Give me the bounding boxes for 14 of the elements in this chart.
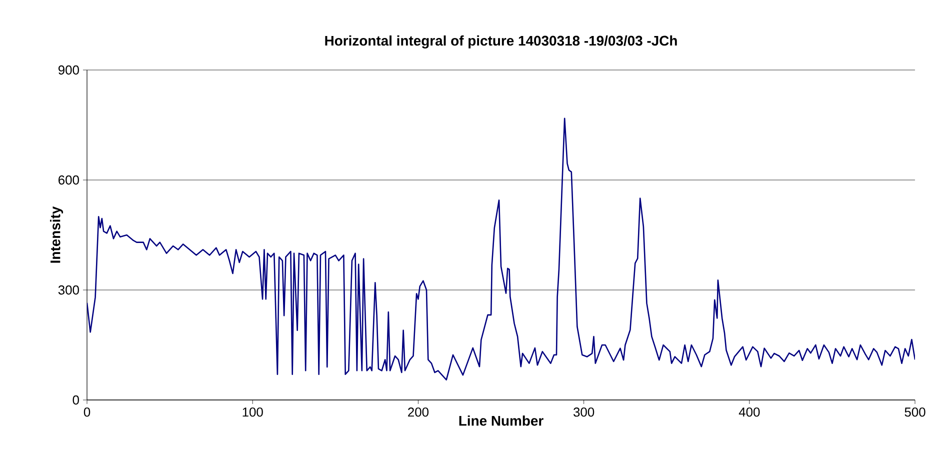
y-tick-label: 900	[58, 65, 79, 75]
x-axis-title: Line Number	[459, 416, 544, 426]
x-tick-label: 100	[242, 408, 263, 417]
x-tick-label: 0	[84, 408, 90, 417]
x-tick-label: 200	[408, 408, 429, 417]
y-tick-label: 600	[58, 175, 79, 185]
line-series	[87, 118, 916, 380]
x-tick-label: 300	[574, 408, 594, 417]
x-tick-label: 500	[904, 408, 926, 417]
x-tick-label: 400	[738, 408, 760, 417]
y-axis-title: Intensity	[50, 206, 64, 263]
y-tick-label: 300	[58, 285, 79, 295]
chart-title: Horizontal integral of picture 14030318 -19/03/03 -JCh	[325, 35, 677, 48]
y-tick-label: 0	[72, 395, 79, 405]
